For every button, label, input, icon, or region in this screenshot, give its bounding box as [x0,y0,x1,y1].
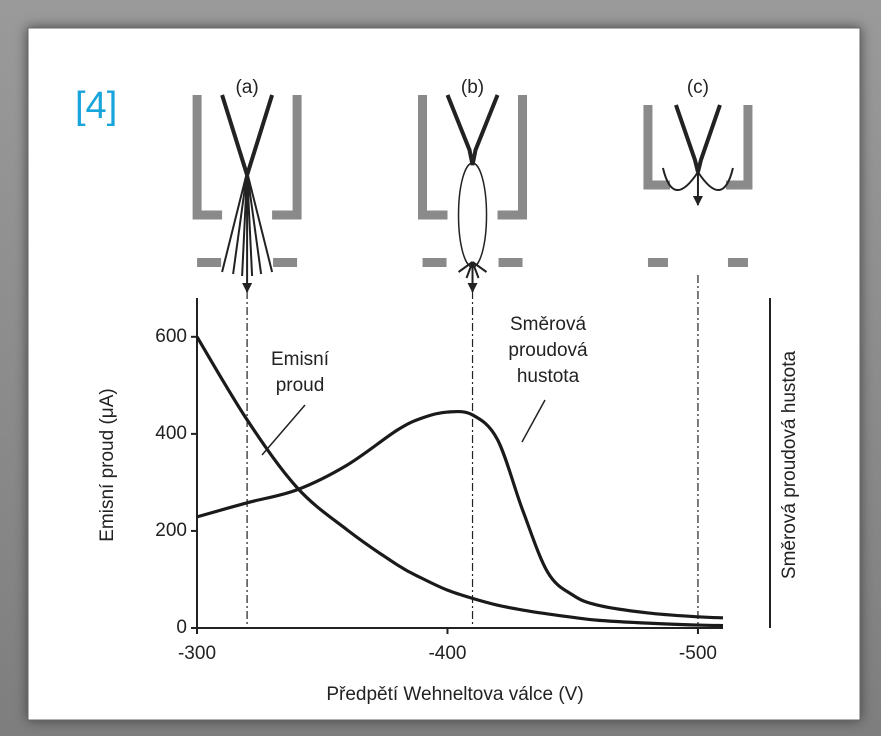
y-axis-label: Emisní proud (μA) [97,388,118,542]
annotation-pointer [521,399,546,443]
annotation: proud [276,375,325,396]
schematic [643,104,753,267]
annotation: Emisní [271,349,330,370]
annotation: proudová [508,340,588,361]
line [195,335,724,628]
y-tick-label: 400 [155,423,187,444]
annotation: Směrová [510,314,586,335]
annotation-pointer [261,404,306,456]
line [196,409,724,620]
marker-label: (a) [235,77,258,98]
x-axis-label: Předpětí Wehneltova válce (V) [326,684,583,705]
y-tick-label: 600 [155,326,187,347]
reference: [4] [75,85,117,127]
marker-label: (c) [687,77,709,98]
y-tick-label: 200 [155,520,187,541]
marker-label: (b) [461,77,484,98]
x-tick-label: -300 [178,643,216,664]
annotation: hustota [517,366,580,387]
x-tick-label: -500 [679,643,717,664]
y2-axis-label: Směrová proudová hustota [779,350,800,579]
panel [27,27,861,721]
x-tick-label: -400 [428,643,466,664]
y-tick-label: 0 [176,617,187,638]
schematic [192,94,302,292]
schematic [418,94,528,292]
